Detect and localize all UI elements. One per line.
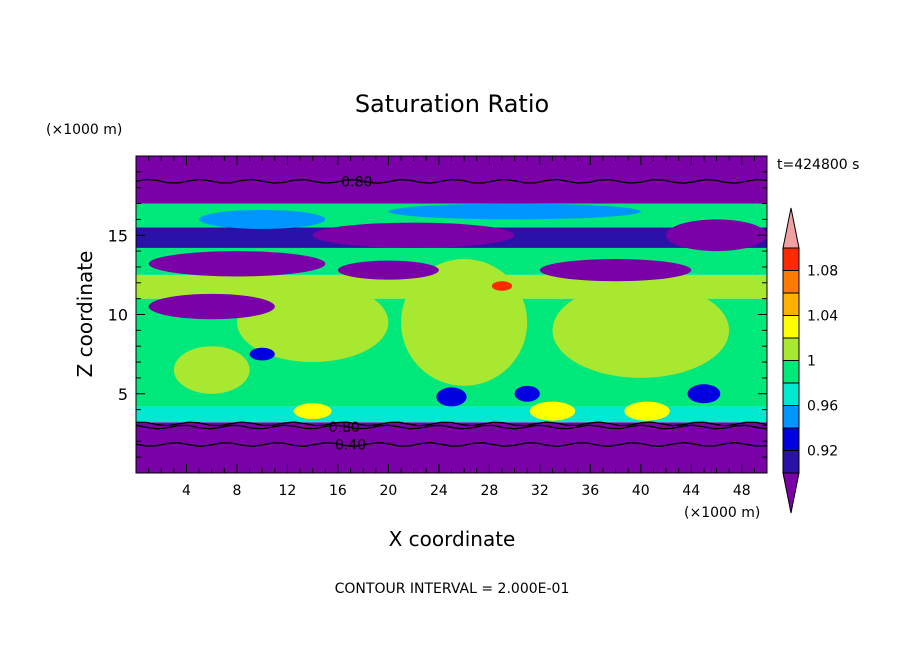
colorbar-swatch-4: [782, 360, 800, 384]
field-patch-17: [436, 387, 467, 407]
contour-line-1: [136, 421, 767, 427]
time-label: t=424800 s: [777, 157, 859, 173]
y-tick-label-15: 15: [108, 226, 128, 245]
colorbar-swatch-5: [782, 337, 800, 361]
x-tick-label-20: 20: [379, 483, 397, 499]
field-patch-7: [491, 281, 513, 291]
x-tick-label-12: 12: [279, 483, 297, 499]
y-axis-label: Z coordinate: [73, 251, 97, 378]
colorbar-label-3: 0.96: [807, 399, 838, 415]
x-axis-unit: (×1000 m): [684, 505, 760, 521]
contour-lines: [136, 178, 767, 448]
field-patch-14: [388, 203, 641, 220]
contour-line-2: [136, 424, 767, 430]
colorbar-label-2: 1: [807, 354, 816, 370]
field-patch-18: [514, 385, 540, 402]
contour-line-3: [136, 441, 767, 448]
y-tick-label-5: 5: [118, 385, 128, 404]
field-patch-12: [312, 222, 515, 248]
colorbar-swatch-3: [782, 382, 800, 406]
contour-interval-footer: CONTOUR INTERVAL = 2.000E-01: [335, 581, 570, 597]
contour-label-2: 0.40: [335, 437, 366, 453]
colorbar-swatch-8: [782, 270, 800, 294]
colorbar: 1.08 1.04 1 0.96 0.92: [782, 207, 838, 514]
field-patch-13: [199, 209, 326, 229]
colorbar-label-0: 1.08: [807, 264, 838, 280]
x-tick-label-44: 44: [682, 483, 700, 499]
colorbar-bottom-arrow: [782, 472, 800, 514]
field-patch-0: [236, 282, 389, 363]
contour-labels: 0.800.800.40: [329, 174, 373, 453]
y-axis-ticks: 5 10 15: [108, 171, 767, 458]
x-tick-label-28: 28: [480, 483, 498, 499]
field-patch-19: [687, 384, 721, 404]
colorbar-swatch-1: [782, 427, 800, 451]
contour-line-0: [136, 178, 767, 184]
colorbar-swatch-2: [782, 405, 800, 429]
colorbar-top-arrow: [782, 207, 800, 249]
field-patch-10: [539, 259, 692, 282]
field-patch-4: [529, 401, 576, 421]
field-patch-6: [624, 401, 670, 421]
contour-label-0: 0.80: [341, 174, 372, 190]
x-tick-label-48: 48: [733, 483, 751, 499]
chart-title: Saturation Ratio: [355, 90, 549, 118]
plot-area: [136, 156, 767, 473]
x-axis-ticks: 4 8 12 16 20 24 28 32 36 40 44 48: [148, 156, 755, 499]
colorbar-swatch-7: [782, 292, 800, 316]
field-patch-8: [148, 251, 326, 277]
x-tick-label-24: 24: [430, 483, 448, 499]
field-patch-3: [173, 346, 250, 394]
field-patch-11: [148, 293, 275, 320]
x-tick-label-8: 8: [232, 483, 241, 499]
colorbar-label-1: 1.04: [807, 309, 838, 325]
x-tick-label-4: 4: [182, 483, 191, 499]
x-tick-label-36: 36: [581, 483, 599, 499]
x-tick-label-40: 40: [632, 483, 650, 499]
field-band-0: [136, 422, 767, 473]
y-tick-label-10: 10: [108, 306, 128, 325]
field-patch-1: [401, 259, 528, 386]
colorbar-swatch-9: [782, 247, 800, 271]
contour-label-1: 0.80: [329, 420, 360, 436]
field-patch-2: [552, 282, 730, 378]
colorbar-swatch-6: [782, 315, 800, 339]
x-tick-label-16: 16: [329, 483, 347, 499]
field-patch-5: [293, 403, 332, 420]
field-patch-9: [337, 260, 439, 280]
y-axis-unit: (×1000 m): [46, 122, 122, 138]
x-tick-label-32: 32: [531, 483, 549, 499]
field-band-1: [136, 406, 767, 423]
colorbar-label-4: 0.92: [807, 444, 838, 460]
x-axis-label: X coordinate: [389, 527, 516, 551]
field-patch-16: [249, 347, 275, 361]
colorbar-swatch-0: [782, 450, 800, 474]
field-patch-15: [666, 219, 767, 252]
